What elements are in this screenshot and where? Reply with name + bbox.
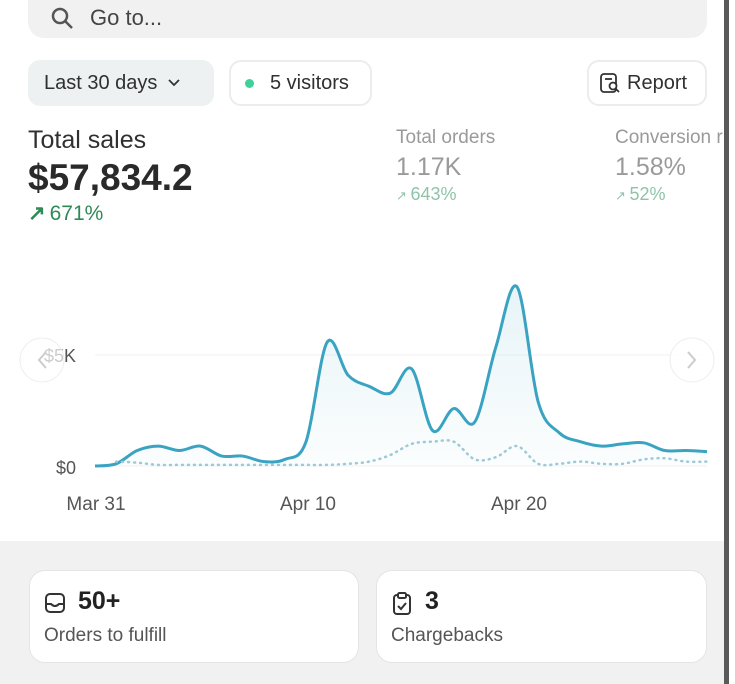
card-label: Orders to fulfill <box>44 625 167 646</box>
x-tick-label: Apr 20 <box>491 494 547 515</box>
report-label: Report <box>627 71 688 94</box>
metric-value: $57,834.2 <box>28 157 193 198</box>
date-range-button[interactable]: Last 30 days <box>28 60 214 106</box>
card-value: 3 <box>425 587 439 615</box>
chevron-down-icon <box>168 79 181 87</box>
chart-next-button[interactable] <box>669 337 715 383</box>
arrow-up-right-icon: ↗ <box>615 188 630 203</box>
metric-total-orders[interactable]: Total orders 1.17K ↗ 643% <box>396 127 495 205</box>
metric-change: 52% <box>629 184 666 204</box>
search-icon <box>51 7 73 29</box>
chevron-left-icon <box>37 351 47 369</box>
visitors-label: 5 visitors <box>270 71 349 94</box>
clipboard-check-icon <box>393 592 411 615</box>
x-tick-label: Apr 10 <box>280 494 336 515</box>
chargebacks-card[interactable]: 3 Chargebacks <box>376 570 707 663</box>
metric-label: Conversion r <box>615 127 723 148</box>
metric-value: 1.58% <box>615 153 686 181</box>
chevron-right-icon <box>687 351 697 369</box>
metric-change: 671% <box>49 201 104 225</box>
metric-label: Total sales <box>28 126 147 154</box>
series-line-comparison <box>114 439 709 467</box>
series-area <box>95 285 707 466</box>
metric-label: Total orders <box>396 127 496 148</box>
chart-prev-button[interactable] <box>19 337 65 383</box>
arrow-up-right-icon: ↗ <box>28 202 46 225</box>
search-bar[interactable]: Go to... <box>28 0 707 38</box>
metric-change: 643% <box>410 184 457 204</box>
y-tick-label: $0 <box>56 458 76 478</box>
live-dot-icon <box>245 78 254 88</box>
orders-to-fulfill-card[interactable]: 50+ Orders to fulfill <box>29 570 359 663</box>
report-icon <box>600 73 620 93</box>
series-line-current <box>94 284 708 468</box>
x-tick-label: Mar 31 <box>66 494 125 515</box>
metric-total-sales[interactable]: Total sales $57,834.2 ↗ 671% <box>28 126 193 226</box>
arrow-up-right-icon: ↗ <box>396 188 411 203</box>
card-label: Chargebacks <box>391 625 503 646</box>
date-range-label: Last 30 days <box>44 71 158 94</box>
search-input[interactable]: Go to... <box>90 5 163 30</box>
metric-conversion-rate[interactable]: Conversion r 1.58% ↗ 52% <box>615 127 723 205</box>
sales-chart: $5K $0 Mar 31 Apr 10 Apr 20 <box>19 284 715 515</box>
live-visitors-button[interactable]: 5 visitors <box>229 60 372 106</box>
inbox-icon <box>45 593 65 613</box>
screen-edge <box>724 0 729 684</box>
card-value: 50+ <box>78 587 121 615</box>
report-button[interactable]: Report <box>587 60 707 106</box>
metric-value: 1.17K <box>396 153 462 181</box>
